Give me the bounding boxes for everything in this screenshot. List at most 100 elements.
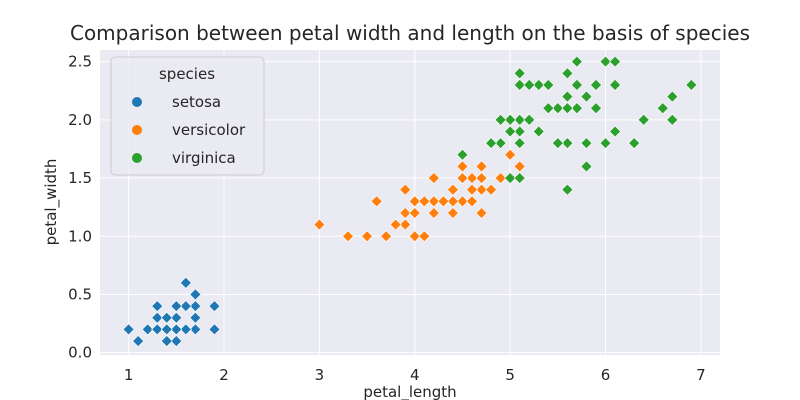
data-point-virginica — [666, 113, 679, 126]
data-point-virginica — [551, 102, 564, 115]
data-point-virginica — [685, 78, 698, 91]
data-point-versicolor — [446, 183, 459, 196]
data-point-setosa — [208, 323, 221, 336]
data-point-virginica — [542, 78, 555, 91]
data-point-virginica — [599, 137, 612, 150]
data-point-versicolor — [399, 218, 412, 231]
legend-label-setosa: setosa — [172, 93, 221, 111]
data-point-versicolor — [466, 195, 478, 208]
data-point-virginica — [666, 90, 679, 103]
legend-marker-setosa — [132, 97, 142, 107]
data-point-virginica — [590, 78, 602, 91]
chart-title: Comparison between petal width and lengt… — [70, 21, 750, 45]
data-point-versicolor — [408, 230, 421, 243]
data-point-virginica — [609, 55, 622, 68]
data-points — [122, 55, 698, 347]
data-point-versicolor — [427, 207, 440, 219]
data-point-versicolor — [485, 183, 498, 196]
data-point-versicolor — [437, 195, 450, 208]
data-point-versicolor — [494, 172, 507, 184]
data-point-versicolor — [475, 183, 488, 196]
data-point-virginica — [513, 113, 526, 126]
data-point-versicolor — [475, 207, 488, 219]
data-point-virginica — [590, 102, 602, 115]
data-point-virginica — [523, 113, 536, 126]
data-point-setosa — [141, 323, 154, 336]
y-tick-label: 2.0 — [68, 111, 92, 129]
data-point-versicolor — [456, 172, 469, 184]
data-point-setosa — [151, 311, 164, 324]
data-point-versicolor — [408, 207, 421, 219]
data-point-virginica — [570, 102, 583, 115]
data-point-versicolor — [399, 183, 412, 196]
legend-marker-versicolor — [132, 125, 142, 135]
data-point-virginica — [504, 172, 517, 184]
data-point-virginica — [580, 137, 593, 150]
data-point-virginica — [561, 183, 574, 196]
data-point-virginica — [570, 55, 583, 68]
data-point-versicolor — [456, 195, 469, 208]
data-point-virginica — [532, 78, 545, 91]
data-point-virginica — [599, 55, 612, 68]
data-point-setosa — [179, 276, 192, 289]
x-tick-label: 7 — [696, 366, 706, 384]
y-tick-label: 1.0 — [68, 227, 92, 245]
data-point-setosa — [189, 323, 202, 336]
data-point-virginica — [542, 102, 555, 115]
data-point-versicolor — [456, 160, 469, 173]
data-point-versicolor — [399, 207, 412, 219]
data-point-setosa — [189, 288, 202, 301]
x-tick-label: 5 — [505, 366, 515, 384]
data-point-versicolor — [380, 230, 393, 243]
data-point-virginica — [637, 113, 650, 126]
data-point-versicolor — [389, 218, 402, 231]
data-point-setosa — [122, 323, 135, 336]
data-point-versicolor — [427, 195, 440, 208]
data-point-setosa — [208, 300, 221, 313]
x-tick-label: 6 — [601, 366, 611, 384]
y-tick-label: 2.5 — [68, 53, 92, 71]
data-point-virginica — [561, 67, 574, 80]
data-point-setosa — [179, 323, 192, 336]
data-point-versicolor — [408, 195, 421, 208]
data-point-versicolor — [504, 148, 517, 161]
x-tick-label: 1 — [124, 366, 134, 384]
data-point-versicolor — [418, 195, 431, 208]
x-tick-label: 2 — [219, 366, 229, 384]
data-point-setosa — [160, 323, 173, 336]
y-axis-label: petal_width — [42, 159, 61, 246]
data-point-virginica — [513, 67, 526, 80]
data-point-versicolor — [427, 172, 440, 184]
data-point-setosa — [170, 300, 183, 313]
data-point-versicolor — [513, 160, 526, 173]
data-point-virginica — [580, 90, 593, 103]
y-tick-label: 1.5 — [68, 169, 92, 187]
y-tick-labels: 0.0 0.5 1.0 1.5 2.0 2.5 — [68, 53, 92, 362]
legend-title: species — [159, 65, 215, 83]
data-point-virginica — [580, 160, 593, 173]
data-point-virginica — [523, 78, 536, 91]
data-point-versicolor — [313, 218, 326, 231]
x-axis-label: petal_length — [363, 383, 456, 400]
data-point-versicolor — [466, 183, 478, 196]
data-point-versicolor — [418, 230, 431, 243]
data-point-virginica — [561, 90, 574, 103]
data-point-versicolor — [342, 230, 354, 243]
data-point-versicolor — [475, 172, 488, 184]
data-point-virginica — [561, 137, 574, 150]
data-point-setosa — [151, 300, 164, 313]
data-point-setosa — [189, 300, 202, 313]
data-point-setosa — [151, 323, 164, 336]
data-point-virginica — [513, 172, 526, 184]
data-point-versicolor — [370, 195, 383, 208]
data-point-setosa — [132, 335, 145, 347]
data-point-virginica — [513, 137, 526, 150]
data-point-virginica — [561, 102, 574, 115]
data-point-setosa — [160, 335, 173, 347]
data-point-virginica — [504, 113, 517, 126]
data-point-virginica — [609, 78, 622, 91]
y-tick-label: 0.0 — [68, 344, 92, 362]
data-point-setosa — [189, 311, 202, 324]
x-tick-label: 4 — [410, 366, 420, 384]
